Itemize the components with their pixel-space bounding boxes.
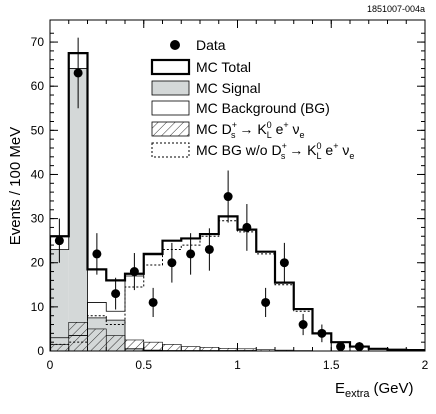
legend-label-total: MC Total [196, 59, 251, 75]
y-tick-label: 40 [31, 167, 45, 181]
legend-label-signal: MC Signal [196, 80, 261, 96]
data-point [148, 297, 158, 307]
x-tick-label: 1.5 [323, 358, 340, 372]
data-point [242, 222, 252, 232]
legend-label-data: Data [196, 37, 226, 53]
data-point [354, 342, 364, 352]
data-point [186, 249, 196, 259]
y-tick-label: 50 [31, 123, 45, 137]
y-axis-label: Events / 100 MeV [7, 127, 24, 245]
legend-swatch-data [170, 40, 180, 50]
x-tick-label: 0 [47, 358, 54, 372]
legend: Data MC Total MC Signal MC Background (B… [150, 37, 354, 161]
legend-label-bg: MC Background (BG) [196, 100, 330, 116]
plot-area [50, 52, 425, 351]
x-tick-label: 1 [234, 358, 241, 372]
x-axis-label-main: E [335, 380, 345, 397]
data-point [129, 267, 139, 277]
legend-swatch-signal [151, 80, 190, 96]
data-point [261, 297, 271, 307]
legend-swatch-total [150, 58, 191, 76]
ds-hatched-bar [124, 339, 145, 351]
figure-code: 1851007-004a [367, 4, 425, 14]
y-tick-label: 30 [31, 212, 45, 226]
legend-label-bgwo: MC BG w/o D+ s → K0 L e+ νe [196, 141, 354, 161]
y-tick-label: 60 [31, 79, 45, 93]
data-point [298, 320, 308, 330]
data-point [204, 244, 214, 254]
x-tick-label: 2 [422, 358, 429, 372]
data-point [167, 258, 177, 268]
y-tick-label: 20 [31, 256, 45, 270]
legend-swatch-bgwo [151, 142, 190, 158]
signal-bar [50, 249, 69, 351]
legend-label-ds: MC D+ s → K0 L e+ νe [196, 120, 305, 140]
x-axis-label-sub: extra [345, 388, 370, 400]
data-point [73, 68, 83, 78]
ds-hatched-bar [68, 322, 88, 351]
data-point [223, 192, 233, 202]
y-tick-label: 10 [31, 300, 45, 314]
data-point [92, 249, 102, 259]
x-tick-label: 0.5 [135, 358, 152, 372]
data-point [317, 328, 327, 338]
data-points-layer [54, 37, 364, 352]
ds-hatched-bar [162, 344, 182, 351]
x-axis-label: Eextra (GeV) [335, 380, 414, 400]
mc-total-line [50, 52, 425, 351]
data-point [111, 289, 121, 299]
data-point [336, 342, 346, 352]
ds-hatched-bar [143, 341, 163, 351]
ds-hatched-bar [105, 335, 126, 351]
legend-swatch-ds [151, 121, 190, 137]
legend-swatch-bg [151, 100, 190, 116]
ds-hatched-bar [87, 328, 107, 351]
y-tick-label: 70 [31, 35, 45, 49]
data-point [54, 236, 64, 246]
y-tick-label: 0 [37, 344, 44, 358]
data-point [279, 258, 289, 268]
x-axis-label-unit: (GeV) [373, 380, 413, 397]
ds-hatched-bar [50, 344, 70, 351]
signal-bar [68, 68, 88, 351]
